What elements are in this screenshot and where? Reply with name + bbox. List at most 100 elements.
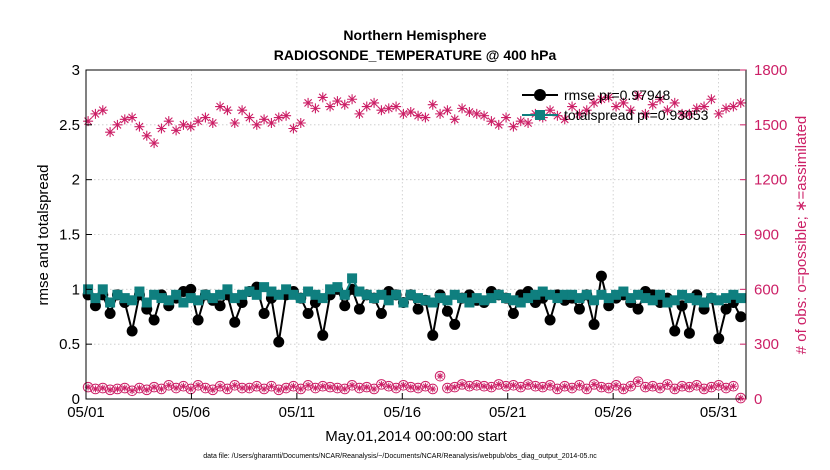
assimilated-obs-marker — [693, 381, 701, 389]
totalspread-point — [229, 293, 240, 304]
assimilated-obs-point — [185, 121, 196, 132]
rmse-point — [595, 270, 607, 282]
totalspread-point — [420, 295, 431, 306]
totalspread-point — [171, 289, 182, 300]
assimilated-obs-marker — [400, 381, 407, 389]
totalspread-point — [706, 293, 717, 304]
possible-obs-point — [464, 380, 475, 392]
assimilated-obs-marker — [114, 385, 121, 393]
totalspread-point — [581, 289, 592, 300]
left-y-tick-label: 1 — [72, 281, 80, 298]
assimilated-obs-point — [149, 138, 160, 149]
possible-obs-point — [258, 383, 270, 395]
assimilated-obs-point — [222, 105, 233, 116]
assimilated-obs-point — [523, 118, 534, 129]
rmse-point — [317, 329, 329, 341]
assimilated-obs-marker — [627, 382, 635, 390]
totalspread-point — [684, 293, 695, 304]
assimilated-obs-marker — [268, 382, 275, 390]
assimilated-obs-marker — [407, 383, 415, 391]
rmse-point — [148, 314, 160, 326]
assimilated-obs-point — [119, 114, 130, 125]
assimilated-obs-marker — [326, 383, 334, 391]
assimilated-obs-point — [706, 94, 717, 105]
assimilated-obs-marker — [92, 385, 99, 393]
right-y-axis-label: # of obs: o=possible; ∗=assimilated — [793, 116, 810, 355]
possible-obs-point — [515, 381, 527, 393]
assimilated-obs-marker — [84, 383, 92, 391]
assimilated-obs-marker — [187, 385, 195, 393]
left-y-tick-label: 2.5 — [59, 117, 80, 134]
assimilated-obs-point — [545, 105, 556, 116]
right-y-tick-label: 1500 — [754, 117, 787, 134]
totalspread-point — [479, 295, 490, 306]
assimilated-obs-point — [193, 116, 204, 127]
totalspread-point — [552, 293, 563, 304]
assimilated-obs-point — [339, 99, 350, 110]
totalspread-point — [127, 295, 138, 306]
rmse-point — [544, 314, 556, 326]
totalspread-point — [471, 293, 482, 304]
assimilated-obs-marker — [707, 383, 715, 391]
assimilated-obs-point — [735, 97, 746, 108]
grid-lines — [86, 70, 746, 399]
possible-obs-point — [104, 384, 116, 396]
assimilated-obs-marker — [392, 384, 400, 392]
assimilated-obs-point — [317, 92, 328, 103]
totalspread-point — [603, 293, 614, 304]
assimilated-obs-marker — [598, 383, 605, 391]
possible-obs-point — [552, 383, 563, 395]
totalspread-point — [105, 297, 116, 308]
totalspread-point — [163, 295, 174, 306]
totalspread-point — [303, 286, 314, 297]
assimilated-obs-marker — [172, 384, 180, 392]
assimilated-obs-marker — [260, 385, 268, 393]
assimilated-obs-point — [420, 112, 431, 123]
totalspread-point — [442, 295, 453, 306]
assimilated-obs-point — [237, 105, 248, 116]
data-file-footnote: data file: /Users/gharamti/Documents/NCA… — [203, 453, 597, 460]
totalspread-point — [662, 297, 673, 308]
assimilated-obs-marker — [510, 381, 517, 389]
totalspread-point — [405, 289, 416, 300]
assimilated-obs-point — [303, 97, 314, 108]
x-axis-label: May.01,2014 00:00:00 start — [325, 428, 507, 445]
assimilated-obs-point — [325, 101, 336, 112]
chart-title-line2: RADIOSONDE_TEMPERATURE @ 400 hPa — [274, 47, 557, 63]
right-y-tick-label: 600 — [754, 281, 779, 298]
assimilated-obs-marker — [612, 381, 620, 389]
totalspread-point — [611, 289, 622, 300]
assimilated-obs-point — [501, 112, 512, 123]
assimilated-obs-marker — [502, 382, 510, 390]
legend-rmse-marker — [534, 89, 546, 101]
assimilated-obs-point — [691, 103, 702, 114]
assimilated-obs-point — [493, 119, 504, 130]
possible-obs-point — [126, 385, 138, 397]
assimilated-obs-marker — [656, 384, 664, 392]
assimilated-obs-marker — [715, 381, 723, 389]
assimilated-obs-marker — [150, 383, 158, 391]
assimilated-obs-point — [332, 96, 343, 107]
assimilated-obs-marker — [488, 383, 495, 391]
possible-obs-point — [141, 384, 153, 396]
possible-obs-point — [596, 381, 607, 393]
assimilated-obs-point — [486, 116, 497, 127]
totalspread-point — [310, 289, 321, 300]
totalspread-point — [244, 286, 255, 297]
assimilated-obs-point — [251, 119, 262, 130]
assimilated-obs-marker — [422, 382, 429, 390]
assimilated-obs-point — [559, 114, 570, 125]
assimilated-obs-marker — [649, 382, 657, 390]
assimilated-obs-point — [508, 121, 519, 132]
assimilated-obs-point — [442, 105, 453, 116]
rmse-point — [185, 283, 197, 295]
assimilated-obs-marker — [480, 382, 488, 390]
possible-obs-point — [471, 379, 483, 391]
assimilated-obs-marker — [495, 380, 503, 388]
possible-obs-point — [90, 383, 101, 395]
possible-obs-point — [442, 382, 453, 394]
assimilated-obs-marker — [121, 384, 129, 392]
assimilated-obs-marker — [436, 372, 444, 380]
rmse-point — [573, 303, 585, 315]
assimilated-obs-point — [171, 125, 182, 136]
